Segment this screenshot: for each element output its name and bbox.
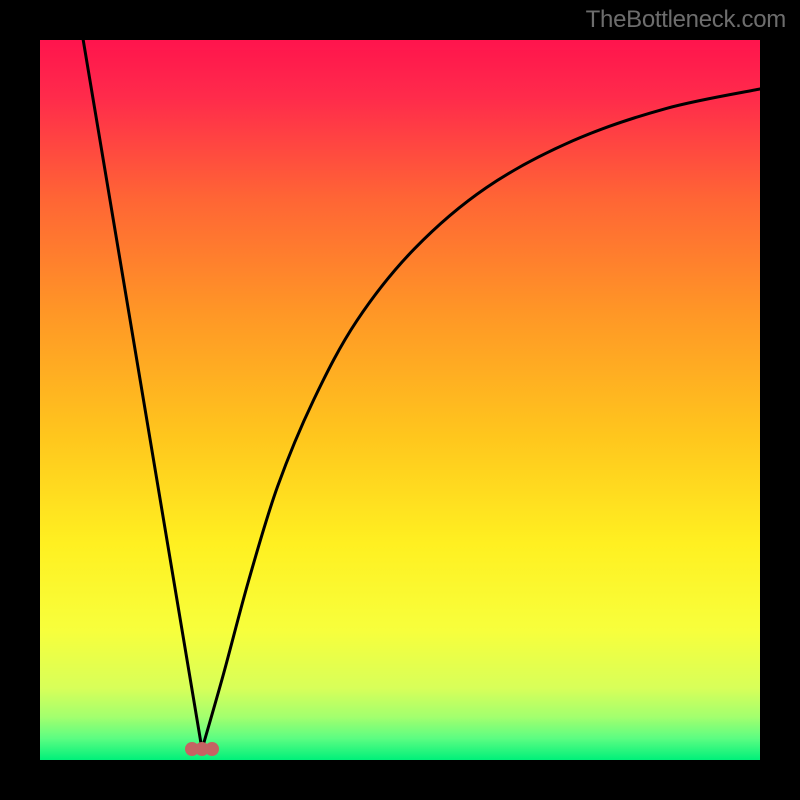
chart-root: TheBottleneck.com: [0, 0, 800, 800]
apex-beads: [40, 40, 760, 760]
plot-area: [40, 40, 760, 760]
apex-bead: [205, 742, 219, 756]
watermark-text: TheBottleneck.com: [586, 6, 786, 34]
